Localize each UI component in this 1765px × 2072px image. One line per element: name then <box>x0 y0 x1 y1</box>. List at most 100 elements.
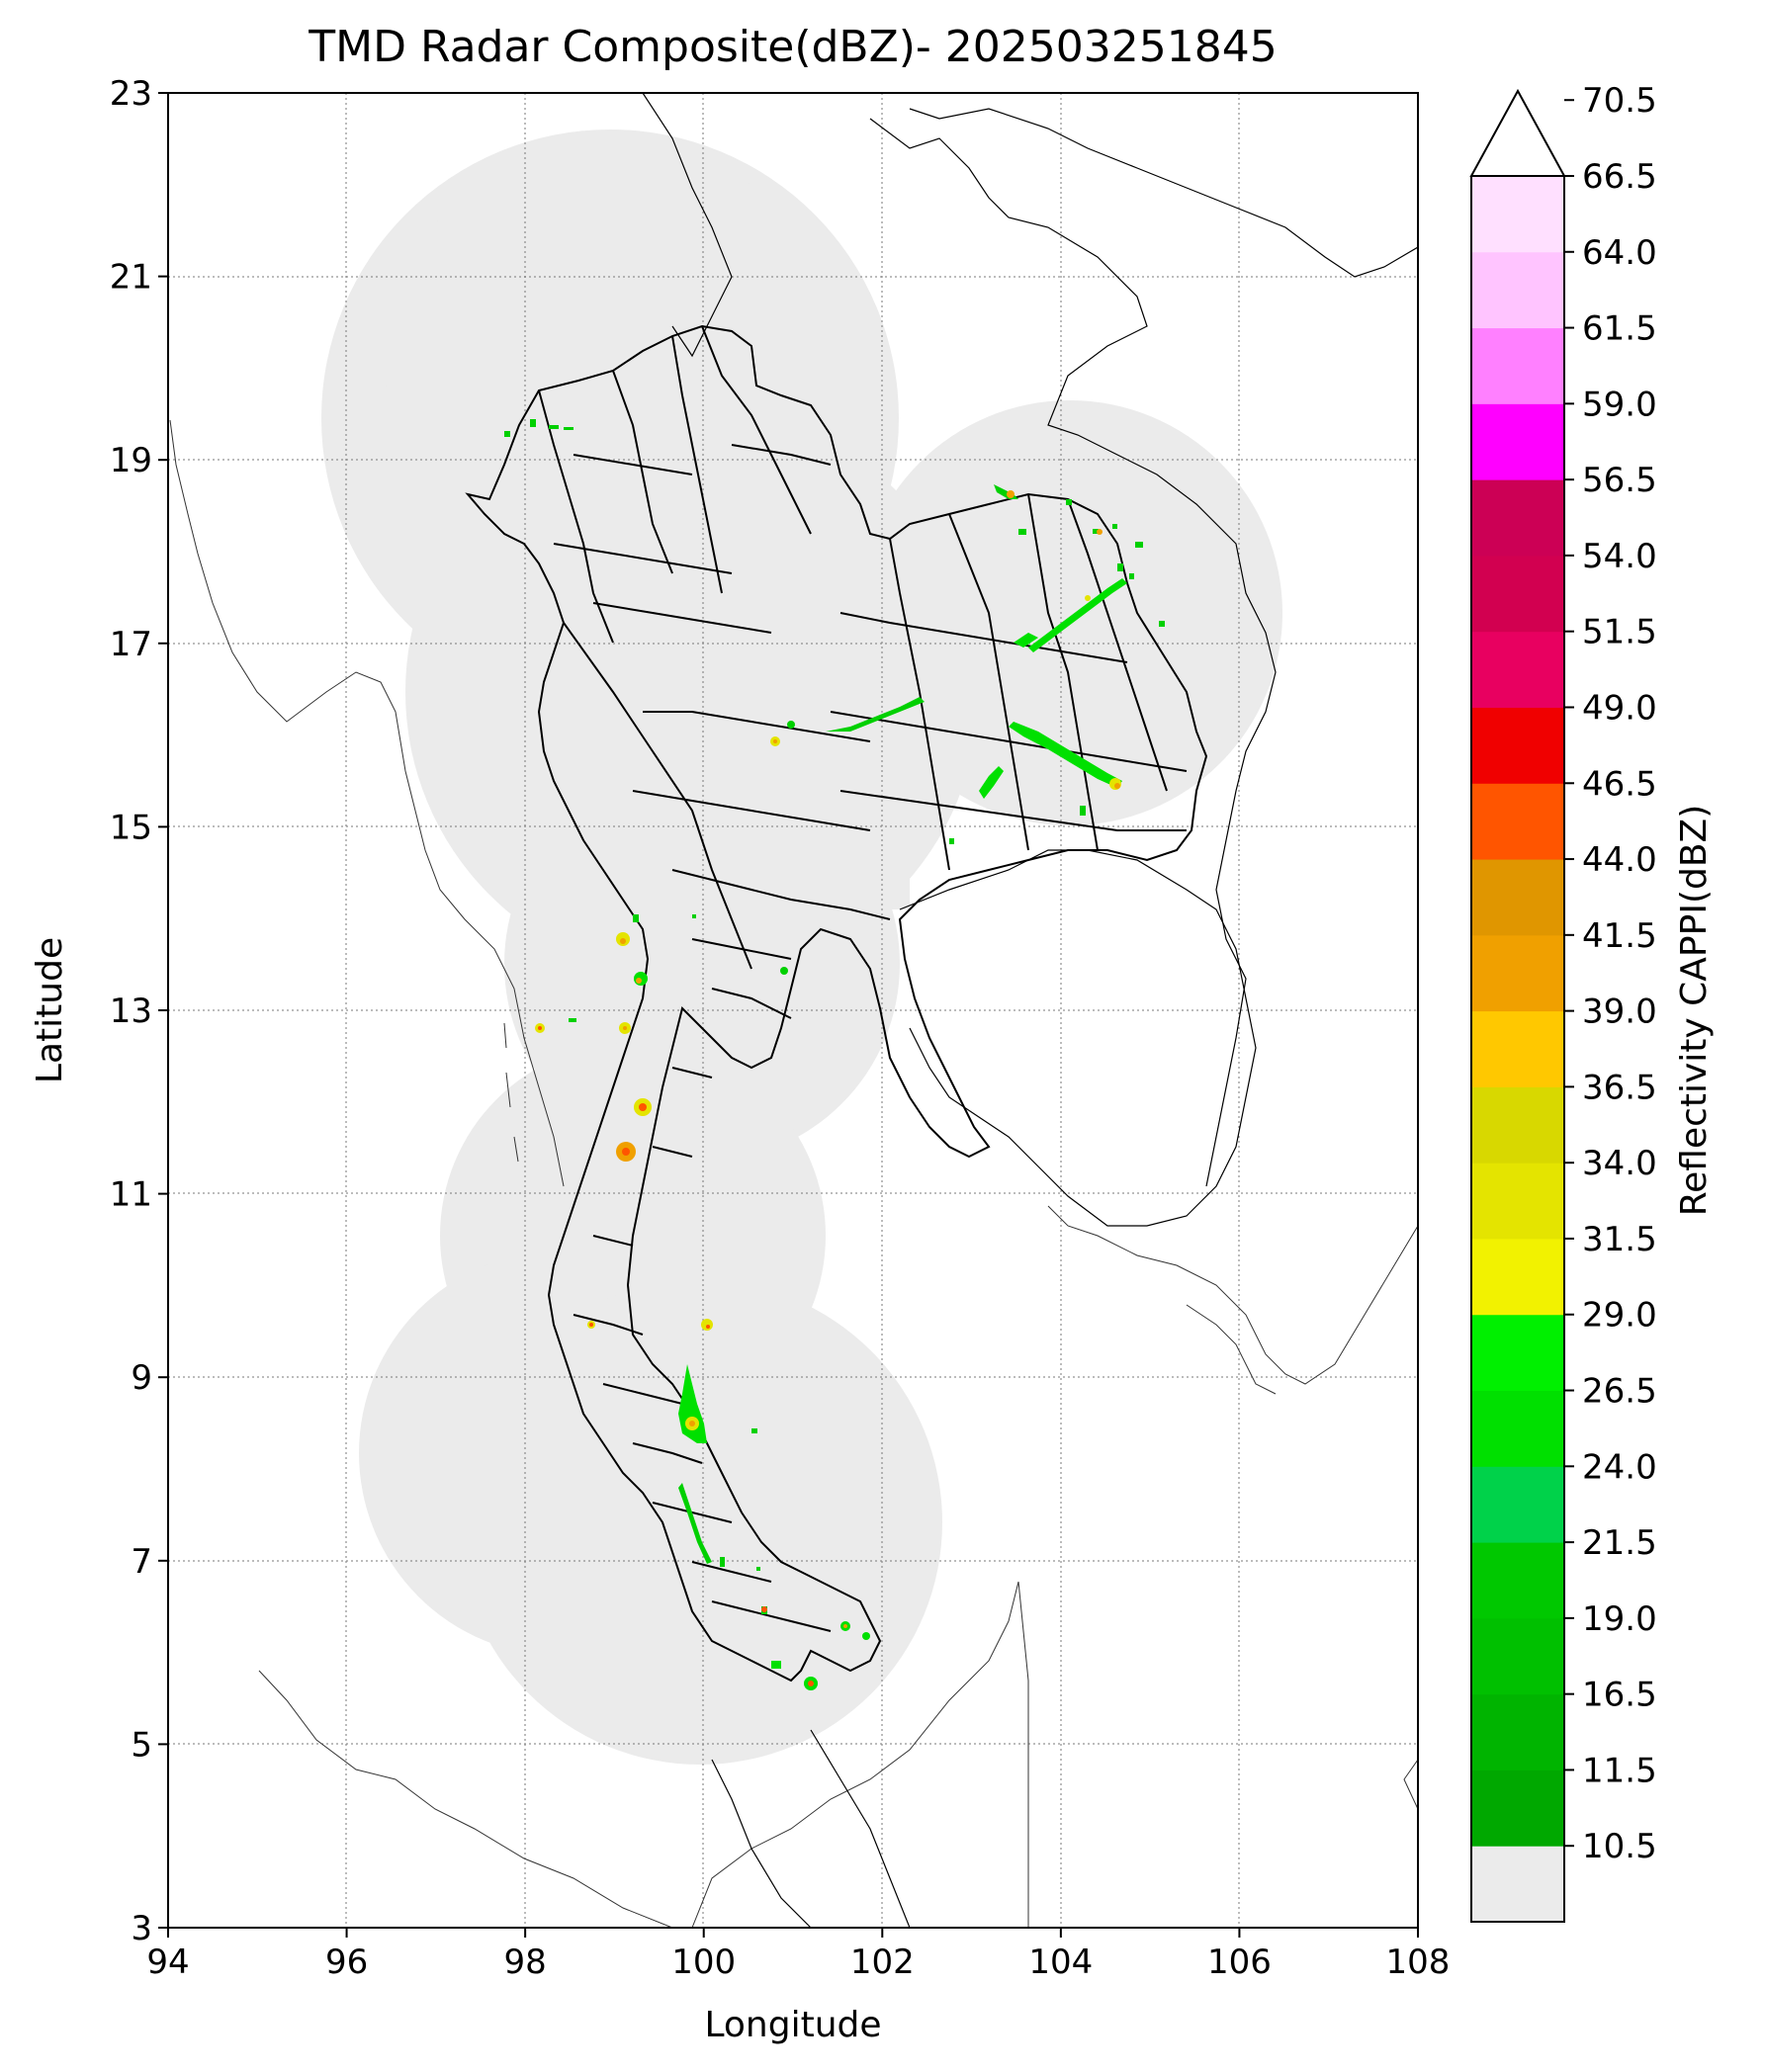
colorbar-tick-label: 49.0 <box>1582 688 1657 728</box>
x-tick-label: 102 <box>850 1942 915 1982</box>
x-tick-label: 96 <box>325 1942 368 1982</box>
colorbar: 10.5 11.5 16.5 19.0 21.5 24.0 26.5 29.0 31.5 34.0… <box>1469 81 1657 1923</box>
colorbar-segment <box>1471 176 1564 253</box>
colorbar-segment <box>1471 1314 1564 1392</box>
colorbar-tick-label: 21.5 <box>1582 1523 1657 1563</box>
thailand-outline <box>465 324 1208 1683</box>
x-tick-label: 104 <box>1028 1942 1093 1982</box>
colorbar-frame <box>1470 176 1565 1923</box>
colorbar-tick-label: 10.5 <box>1582 1827 1657 1866</box>
border-laos-vietnam <box>869 118 1277 1187</box>
colorbar-segment <box>1471 1086 1564 1164</box>
y-tick-label: 13 <box>110 992 152 1031</box>
colorbar-tick-label: 16.5 <box>1582 1676 1657 1715</box>
colorbar-tick-label: 39.0 <box>1582 993 1657 1032</box>
colorbar-segment <box>1471 1693 1564 1770</box>
colorbar-segment <box>1471 327 1564 404</box>
colorbar-segment <box>1471 707 1564 784</box>
y-tick-label: 9 <box>131 1358 152 1398</box>
x-tick-label: 100 <box>671 1942 736 1982</box>
colorbar-segment <box>1471 1846 1564 1923</box>
colorbar-segment <box>1471 934 1564 1012</box>
coastline-andaman-islands <box>503 1022 519 1163</box>
colorbar-tick-label: 51.5 <box>1582 613 1657 652</box>
colorbar-segment <box>1471 403 1564 480</box>
colorbar-tick-label: 59.0 <box>1582 385 1657 424</box>
colorbar-tick-label: 70.5 <box>1582 81 1657 121</box>
x-tick-label: 94 <box>146 1942 189 1982</box>
colorbar-segment <box>1471 1542 1564 1619</box>
colorbar-tick-label: 61.5 <box>1582 309 1657 349</box>
chart-title: TMD Radar Composite(dBZ)- 202503251845 <box>308 22 1277 72</box>
y-tick-label: 17 <box>110 625 152 664</box>
echo-cluster-north <box>504 419 574 437</box>
colorbar-tick-label: 64.0 <box>1582 233 1657 273</box>
thailand-internal-north <box>538 325 832 644</box>
radar-coverage-fill <box>593 613 910 909</box>
x-axis-label: Longitude <box>704 2005 881 2045</box>
border-malaysia <box>711 1729 911 1928</box>
echo-cluster-west <box>535 914 788 1162</box>
echo-cluster-south <box>587 1319 870 1690</box>
colorbar-tick-label: 26.5 <box>1582 1372 1657 1412</box>
y-axis: 3 5 7 9 11 13 15 17 19 21 23 <box>110 74 168 1948</box>
coastline-vietnam-south <box>1047 1205 1418 1385</box>
colorbar-tick-label: 24.0 <box>1582 1447 1657 1487</box>
border-myanmar-china <box>642 93 733 358</box>
y-tick-label: 3 <box>131 1909 152 1948</box>
y-axis-label: Latitude <box>30 937 70 1083</box>
colorbar-tick-label: 66.5 <box>1582 157 1657 197</box>
coastline-mekong-delta <box>1186 1304 1277 1395</box>
y-tick-label: 11 <box>110 1175 152 1215</box>
x-tick-label: 108 <box>1386 1942 1451 1982</box>
coastline-myanmar-west <box>169 419 565 1187</box>
colorbar-segment <box>1471 479 1564 557</box>
coastline-layer <box>169 419 1418 1928</box>
colorbar-segment <box>1471 251 1564 329</box>
thailand-province-layer <box>465 324 1208 1683</box>
colorbar-segment <box>1471 859 1564 936</box>
thailand-internal-northeast <box>830 493 1188 871</box>
y-tick-label: 19 <box>110 441 152 480</box>
colorbar-segment <box>1471 1010 1564 1087</box>
colorbar-extend-arrow <box>1469 88 1566 177</box>
y-tick-label: 7 <box>131 1542 152 1582</box>
colorbar-tick-label: 34.0 <box>1582 1144 1657 1183</box>
colorbar-tick-label: 36.5 <box>1582 1068 1657 1107</box>
colorbar-segment <box>1471 631 1564 708</box>
coastline-borneo-edge <box>1403 1759 1418 1810</box>
colorbar-tick-label: 44.0 <box>1582 840 1657 880</box>
map-plot-area <box>168 93 1418 1928</box>
colorbar-segment <box>1471 1770 1564 1847</box>
border-china-vietnam <box>909 108 1418 278</box>
colorbar-segment <box>1471 1390 1564 1467</box>
colorbar-segment <box>1471 1466 1564 1543</box>
colorbar-tick-label: 56.5 <box>1582 461 1657 500</box>
colorbar-segment <box>1471 555 1564 633</box>
coastline-sumatra <box>258 1581 1029 1928</box>
radar-coverage-layer <box>321 130 1282 1765</box>
colorbar-tick-label: 41.5 <box>1582 916 1657 956</box>
colorbar-tick-label: 29.0 <box>1582 1296 1657 1336</box>
colorbar-tick-label: 11.5 <box>1582 1751 1657 1790</box>
colorbar-tick-label: 19.0 <box>1582 1599 1657 1639</box>
echo-cluster-northeast <box>770 484 1165 844</box>
x-tick-label: 98 <box>504 1942 547 1982</box>
colorbar-segment <box>1471 783 1564 860</box>
colorbar-segment <box>1471 1238 1564 1316</box>
colorbar-label: Reflectivity CAPPI(dBZ) <box>1674 805 1715 1217</box>
radar-echo-layer <box>504 419 1165 1690</box>
y-tick-label: 5 <box>131 1725 152 1765</box>
thailand-internal-central <box>563 622 891 1158</box>
gridlines <box>168 93 1418 1928</box>
y-tick-label: 21 <box>110 258 152 298</box>
y-tick-label: 23 <box>110 74 152 114</box>
colorbar-segment <box>1471 1617 1564 1695</box>
country-border-layer <box>642 93 1418 1928</box>
y-tick-label: 15 <box>110 808 152 847</box>
x-axis: 94 96 98 100 102 104 106 108 <box>146 1928 1450 1982</box>
colorbar-tick-label: 54.0 <box>1582 537 1657 576</box>
x-tick-label: 106 <box>1207 1942 1272 1982</box>
colorbar-tick-label: 31.5 <box>1582 1220 1657 1259</box>
